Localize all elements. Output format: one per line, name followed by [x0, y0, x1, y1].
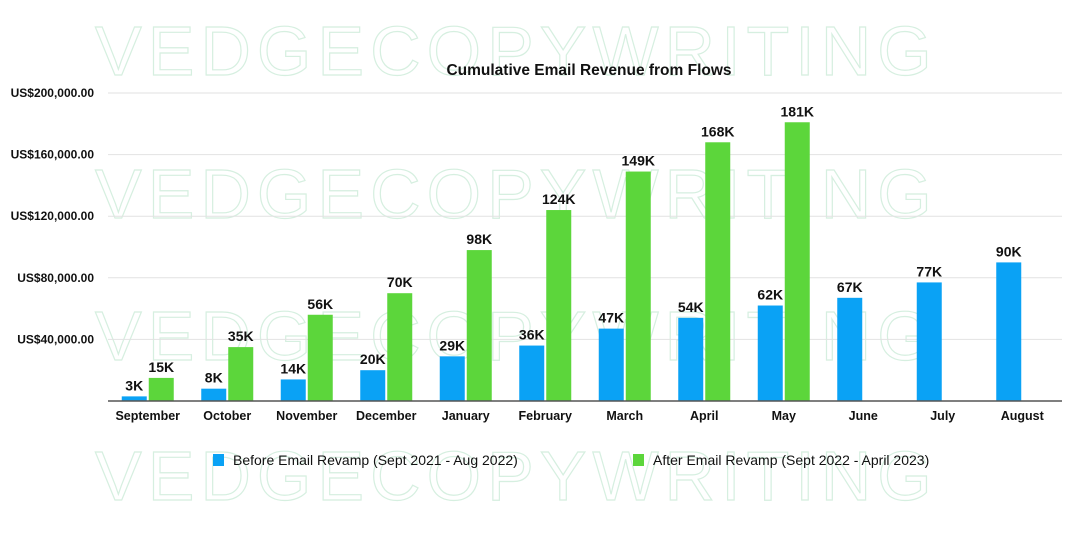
data-label: 14K	[280, 360, 306, 376]
data-label: 98K	[466, 231, 492, 247]
bar-before	[439, 356, 465, 401]
y-tick-label: US$120,000.00	[11, 209, 95, 223]
legend-label: After Email Revamp (Sept 2022 - April 20…	[653, 452, 929, 468]
legend-swatch	[633, 454, 644, 466]
data-label: 70K	[387, 274, 413, 290]
bar-after	[307, 314, 333, 401]
data-label: 62K	[757, 287, 783, 303]
x-tick-label: December	[356, 409, 417, 423]
bar-after	[387, 293, 413, 401]
data-label: 181K	[781, 103, 814, 119]
chart-title: Cumulative Email Revenue from Flows	[446, 62, 731, 79]
y-tick-label: US$40,000.00	[17, 332, 94, 346]
bar-before	[916, 282, 942, 401]
bar-before	[837, 297, 863, 401]
data-label: 90K	[996, 243, 1022, 259]
x-tick-label: August	[1001, 409, 1045, 423]
bar-after	[625, 171, 651, 401]
bar-before	[757, 305, 783, 401]
y-tick-label: US$200,000.00	[11, 86, 95, 100]
x-tick-label: September	[115, 409, 180, 423]
bar-before	[360, 370, 386, 401]
y-tick-label: US$160,000.00	[11, 148, 95, 162]
y-tick-label: US$80,000.00	[17, 271, 94, 285]
data-label: 124K	[542, 191, 575, 207]
data-label: 67K	[837, 279, 863, 295]
x-tick-label: June	[849, 409, 878, 423]
data-label: 36K	[519, 327, 545, 343]
x-tick-label: January	[442, 409, 490, 423]
watermark: VEDGECOPYWRITING	[95, 12, 938, 90]
bar-after	[228, 347, 254, 401]
bar-before	[121, 396, 147, 401]
watermark: VEDGECOPYWRITING	[95, 155, 938, 233]
data-label: 29K	[439, 337, 465, 353]
watermark: VEDGECOPYWRITING	[95, 437, 938, 515]
x-tick-label: July	[930, 409, 955, 423]
watermark: VEDGECOPYWRITING	[95, 297, 938, 375]
bar-after	[466, 250, 492, 401]
bar-after	[784, 122, 810, 401]
bar-before	[996, 262, 1022, 401]
data-label: 56K	[307, 296, 333, 312]
x-tick-label: February	[519, 409, 573, 423]
x-tick-label: April	[690, 409, 718, 423]
bar-after	[546, 210, 572, 401]
legend-swatch	[213, 454, 224, 466]
bar-before	[519, 345, 545, 401]
data-label: 54K	[678, 299, 704, 315]
data-label: 35K	[228, 328, 254, 344]
bar-before	[201, 388, 227, 401]
data-label: 3K	[125, 377, 143, 393]
data-label: 20K	[360, 351, 386, 367]
bar-after	[148, 377, 174, 401]
x-tick-label: October	[203, 409, 251, 423]
bar-before	[678, 317, 704, 401]
data-label: 8K	[205, 370, 223, 386]
legend-label: Before Email Revamp (Sept 2021 - Aug 202…	[233, 452, 518, 468]
x-tick-label: May	[772, 409, 796, 423]
x-tick-label: March	[606, 409, 643, 423]
data-label: 77K	[916, 263, 942, 279]
bar-after	[705, 142, 731, 401]
data-label: 47K	[598, 310, 624, 326]
x-tick-label: November	[276, 409, 337, 423]
data-label: 15K	[148, 359, 174, 375]
bar-before	[280, 379, 306, 401]
bar-before	[598, 328, 624, 401]
data-label: 149K	[622, 153, 655, 169]
data-label: 168K	[701, 123, 734, 139]
